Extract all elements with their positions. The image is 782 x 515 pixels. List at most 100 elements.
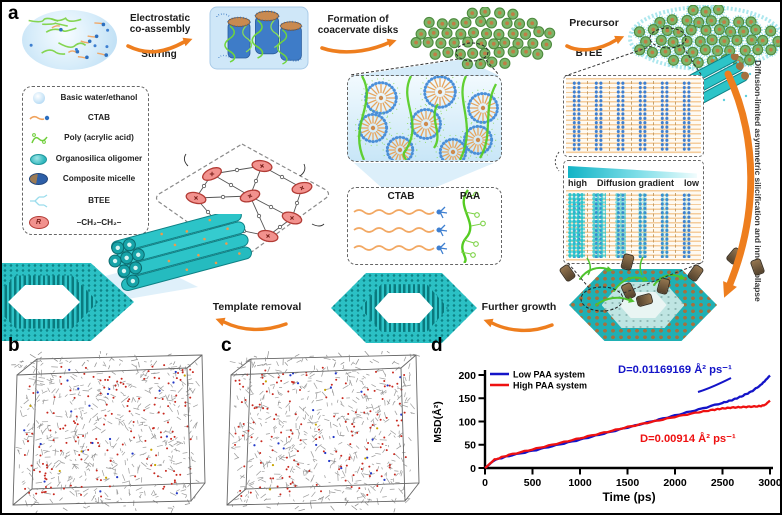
organic-chain-line bbox=[587, 81, 588, 151]
legend-label: CTAB bbox=[87, 112, 111, 122]
md-simulation-high-paa bbox=[226, 351, 420, 513]
paa-molecule-icon bbox=[26, 131, 51, 145]
paa-squiggle bbox=[45, 27, 77, 33]
svg-text:50: 50 bbox=[464, 440, 476, 452]
ctab-inset-label: CTAB bbox=[387, 191, 415, 202]
solution-molecules bbox=[28, 17, 110, 60]
legend-label: BTEE bbox=[88, 195, 110, 205]
organic-chain-line bbox=[587, 193, 588, 258]
panel-c-label: c bbox=[221, 335, 232, 356]
legend-label: Basic water/ethanol bbox=[60, 93, 138, 103]
gradient-high-label: high bbox=[568, 178, 587, 188]
svg-text:Time (ps): Time (ps) bbox=[602, 490, 655, 504]
ctab-squiggle bbox=[97, 52, 106, 56]
hexagonal-ring-product-mid bbox=[331, 273, 477, 343]
ctab-squiggle bbox=[94, 22, 103, 25]
hex-hole bbox=[374, 292, 434, 324]
silica-column bbox=[682, 81, 691, 151]
micelle-fragment bbox=[288, 57, 302, 62]
mesochannel-inset bbox=[563, 75, 704, 157]
md-simulation-low-paa bbox=[11, 351, 206, 513]
panel-b-label: b bbox=[8, 335, 20, 356]
legend-label: Poly (acrylic acid) bbox=[64, 133, 134, 143]
composite-micelle-icon bbox=[26, 173, 51, 185]
svg-text:D=0.00914 Å² ps⁻¹: D=0.00914 Å² ps⁻¹ bbox=[640, 432, 736, 445]
svg-text:3000: 3000 bbox=[758, 477, 782, 489]
silicified-column bbox=[661, 193, 668, 258]
legend-row: Composite micelle bbox=[26, 173, 145, 185]
svg-text:1000: 1000 bbox=[568, 477, 592, 489]
ctab-tails bbox=[353, 209, 435, 251]
channel-stripes bbox=[566, 78, 701, 154]
silica-column bbox=[572, 81, 581, 151]
silicified-stripes bbox=[566, 190, 701, 261]
organic-chain-line bbox=[653, 81, 654, 151]
ctab-heads bbox=[436, 206, 448, 255]
ctab-paa-interaction-inset: CTAB PAA bbox=[347, 187, 502, 265]
tube-end-faces bbox=[108, 238, 145, 288]
svg-text:200: 200 bbox=[458, 370, 476, 382]
paa-squiggle bbox=[42, 22, 68, 27]
cylinder bbox=[251, 10, 281, 59]
micelle-packing-inset bbox=[347, 75, 502, 162]
gradient-mid-label: Diffusion gradient bbox=[597, 178, 674, 188]
hexagonal-ring-product-left bbox=[2, 263, 134, 341]
step1-line1: Electrostatic bbox=[129, 13, 191, 24]
panel-d-label: d bbox=[431, 335, 443, 356]
vertical-process-note: Diffusion-limited asymmetric silicificat… bbox=[753, 60, 763, 302]
organic-chain-line bbox=[609, 193, 610, 258]
r-symbol: R bbox=[35, 219, 42, 226]
coacervate-disk-illustration bbox=[410, 7, 556, 69]
series-line bbox=[484, 399, 771, 469]
silicified-column bbox=[615, 193, 626, 258]
legend-row: R –CH₂–CH₂– bbox=[26, 216, 145, 229]
legend-row: Basic water/ethanol bbox=[26, 92, 145, 104]
paa-squiggle bbox=[41, 49, 66, 55]
silicified-column bbox=[638, 193, 647, 258]
organic-chain-line bbox=[631, 193, 632, 258]
micelles-drawing bbox=[354, 76, 500, 160]
svg-text:0: 0 bbox=[482, 477, 488, 489]
stirring-label: Stirring bbox=[141, 49, 177, 60]
svg-text:500: 500 bbox=[524, 477, 542, 489]
silica-column bbox=[682, 193, 691, 258]
water-sphere-icon bbox=[26, 92, 51, 104]
svg-text:150: 150 bbox=[458, 393, 476, 405]
step1-line2: co-assembly bbox=[129, 24, 191, 36]
gradient-labels: high Diffusion gradient low bbox=[568, 178, 699, 188]
btee-molecule-icon bbox=[26, 193, 51, 208]
silica-column bbox=[660, 81, 669, 151]
paa-side-groups bbox=[460, 191, 486, 258]
svg-text:100: 100 bbox=[458, 416, 476, 428]
organic-chain-line bbox=[653, 193, 654, 258]
mesoporous-rod-bundle bbox=[108, 214, 252, 292]
paa-squiggle bbox=[58, 42, 87, 49]
legend-row: Organosilica oligomer bbox=[26, 153, 145, 165]
svg-text:Low PAA system: Low PAA system bbox=[513, 370, 585, 380]
ctab-squiggle bbox=[80, 40, 89, 44]
silicified-column bbox=[591, 193, 606, 258]
svg-text:D=0.01169169 Å² ps⁻¹: D=0.01169169 Å² ps⁻¹ bbox=[618, 363, 732, 376]
micelle-fragment bbox=[218, 54, 230, 59]
micelle-fragment bbox=[216, 13, 230, 18]
svg-text:2000: 2000 bbox=[663, 477, 687, 489]
cylinder bbox=[276, 20, 303, 65]
cylinder bbox=[224, 16, 253, 63]
organic-chain-line bbox=[675, 81, 676, 151]
gradient-low-label: low bbox=[684, 178, 699, 188]
silica-column bbox=[660, 193, 669, 258]
ctab-paa-drawing bbox=[353, 189, 486, 263]
ctab-squiggle bbox=[87, 35, 96, 38]
precursor-solution-illustration bbox=[22, 10, 117, 70]
step1-label: Electrostatic co-assembly bbox=[118, 13, 202, 35]
legend-row: BTEE bbox=[26, 193, 145, 208]
legend-box: Basic water/ethanol CTAB Poly (acrylic a… bbox=[22, 86, 149, 235]
step2-label: Formation of coacervate disks bbox=[302, 14, 414, 36]
ctab-squiggle bbox=[67, 50, 77, 54]
ctab-squiggle bbox=[77, 55, 87, 59]
legend-label: Composite micelle bbox=[62, 174, 136, 184]
r-group-icon: R bbox=[26, 216, 51, 229]
beam bbox=[354, 163, 494, 188]
